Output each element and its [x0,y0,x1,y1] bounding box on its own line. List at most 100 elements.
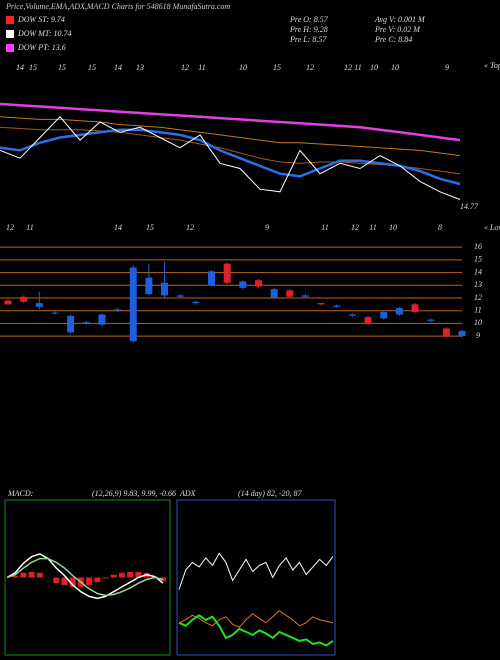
candle-body [20,296,28,302]
histogram-bar [102,577,109,579]
candle-body [51,312,59,314]
lows-label: « Lows [484,223,500,232]
date-label: 11 [321,223,328,232]
series-line [178,614,334,647]
stat-label: Pre C: 8.84 [374,35,412,44]
date-label: 15 [273,63,281,72]
date-label: 9 [445,63,449,72]
candle-body [254,280,262,287]
date-label: 11 [26,223,33,232]
y-tick-label: 11 [474,306,481,315]
histogram-bar [110,574,117,578]
date-label: 12 [186,223,194,232]
candle-body [301,295,309,297]
date-label: 10 [391,63,399,72]
date-label: 15 [29,63,37,72]
histogram-bar [28,571,35,578]
series-line [0,116,461,157]
histogram-bar [36,572,43,578]
candle-body [317,303,325,305]
candle-body [82,322,90,324]
series-line [0,128,461,186]
y-tick-label: 15 [474,255,482,264]
histogram-bar [135,571,142,578]
date-label: 13 [136,63,144,72]
date-label: 14 [16,63,24,72]
candle-body [239,281,247,288]
candle-body [67,315,75,333]
legend-swatch [6,16,14,24]
candle-body [98,314,106,325]
stat-label: Pre H: 9.28 [289,25,328,34]
candle-body [411,304,419,312]
panel-title: MACD: [7,489,34,498]
y-tick-label: 10 [474,318,482,327]
annotation: 14.77 [460,202,479,211]
legend-label: DOW MT: 10.74 [17,29,72,38]
candle-body [364,317,372,324]
candle-body [129,267,137,342]
series-line [6,553,164,600]
legend-swatch [6,30,14,38]
histogram-bar [94,577,101,583]
date-label: 11 [198,63,205,72]
histogram-bar [12,575,19,578]
candle-body [286,290,294,297]
candle-body [223,263,231,283]
date-label: 12 [181,63,189,72]
candle-body [208,271,216,286]
candle-body [176,295,184,297]
tops-label: « Tops [484,61,500,70]
candle-body [35,303,43,307]
candle-body [348,314,356,316]
legend-label: DOW ST: 9.74 [17,15,65,24]
series-line [178,610,334,628]
candle-body [161,282,169,296]
y-tick-label: 16 [474,242,482,251]
histogram-bar [127,571,134,578]
candle-body [4,300,12,305]
candle-body [458,331,466,337]
date-label: 14 [114,223,122,232]
series-line [178,552,334,590]
candle-body [395,308,403,315]
panel-title: ADX [179,489,197,498]
legend-label: DOW PT: 13.6 [17,43,66,52]
series-line [0,126,461,175]
adx-panel [176,499,336,656]
date-label: 11 [354,63,361,72]
page-title: Price,Volume,EMA,ADX,MACD Charts for 548… [5,2,230,11]
stat-label: Pre L: 8.57 [289,35,327,44]
date-label: 12 [344,63,352,72]
date-label: 10 [370,63,378,72]
series-line [0,116,461,200]
histogram-bar [118,572,125,578]
histogram-bar [53,577,60,584]
stat-label: Avg V: 0.001 M [374,15,426,24]
panel-subtitle: (12,26,9) 9.83, 9.99, -0.66 [92,489,176,498]
stat-label: Pre V: 0.02 M [374,25,421,34]
histogram-bar [86,577,93,586]
series-line [6,557,164,597]
date-label: 15 [58,63,66,72]
y-tick-label: 13 [474,280,482,289]
candle-body [114,309,122,311]
candle-body [145,277,153,295]
date-label: 10 [389,223,397,232]
histogram-bar [69,577,76,587]
date-label: 14 [114,63,122,72]
candle-body [380,311,388,319]
date-label: 10 [239,63,247,72]
stat-label: Pre O: 8.57 [289,15,329,24]
date-label: 8 [438,223,442,232]
candle-body [442,328,450,337]
candle-body [192,301,200,304]
y-tick-label: 14 [474,267,482,276]
date-label: 15 [146,223,154,232]
date-label: 9 [265,223,269,232]
candle-body [427,319,435,321]
date-label: 12 [351,223,359,232]
legend-swatch [6,44,14,52]
candle-body [333,305,341,307]
